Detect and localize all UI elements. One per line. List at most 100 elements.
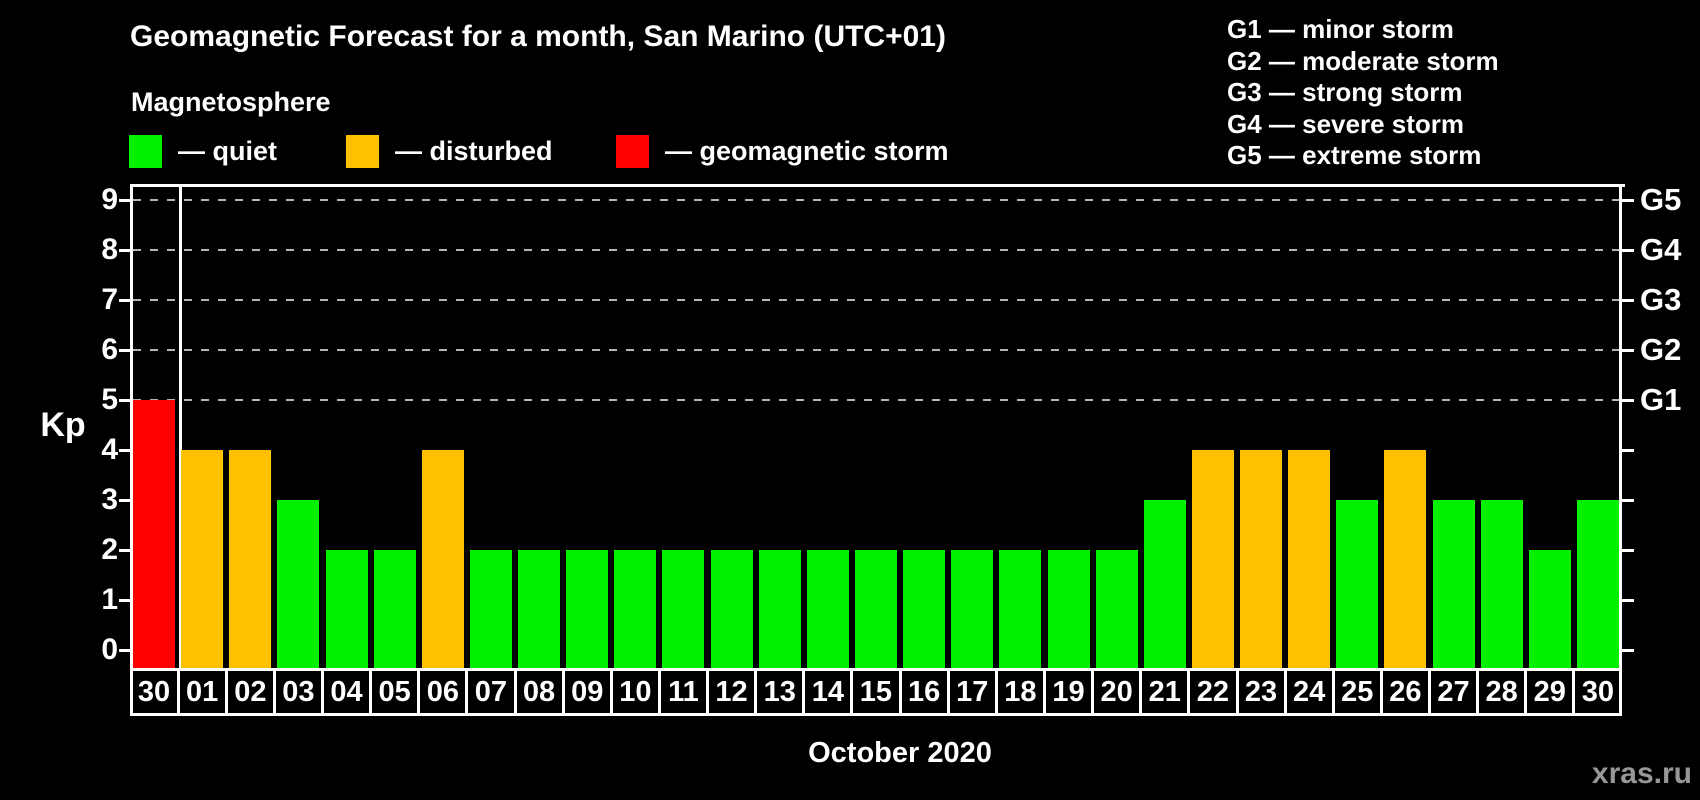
day-label-23: 23 [1244,676,1278,708]
day-label-18: 18 [1004,676,1037,708]
day-cell-divider [1476,668,1480,716]
y-axis-left [130,184,133,668]
quiet-swatch-icon [129,135,162,168]
y-tick-left-5 [119,399,131,402]
y-tick-right-2 [1622,549,1634,552]
day-cell-divider [1091,668,1095,716]
day-label-2: 02 [234,676,267,708]
y-tick-label-4: 4 [101,433,118,466]
g-legend-line: G3 — strong storm [1227,77,1463,108]
g-level-label-g1: G1 [1640,382,1682,417]
day-label-21: 21 [1148,676,1181,708]
day-cell-divider [465,668,469,716]
y-axis-right [1619,184,1622,668]
day-label-19: 19 [1052,676,1085,708]
bar-day-14 [806,550,849,668]
day-cell-divider [321,668,324,716]
day-label-7: 07 [474,676,508,708]
day-cell-divider [417,668,421,716]
day-cell-divider [802,668,806,716]
y-tick-left-9 [119,199,131,202]
watermark: xras.ru [1591,757,1692,790]
bar-day-23 [1240,450,1283,668]
bar-day-03 [277,500,320,668]
y-tick-left-3 [119,499,131,502]
day-label-15: 15 [859,676,893,708]
day-cell-divider [1187,668,1191,716]
y-tick-right-9 [1622,199,1634,202]
day-label-13: 13 [763,676,796,708]
day-label-9: 09 [571,676,604,708]
g-level-label-g5: G5 [1640,182,1682,217]
y-tick-label-8: 8 [101,233,118,266]
y-tick-label-0: 0 [101,633,118,666]
bar-day-22 [1191,450,1234,668]
bar-day-17 [951,550,994,668]
g-level-label-g4: G4 [1640,232,1682,267]
day-cell-divider [1524,668,1528,716]
day-cell-divider [994,668,998,716]
legend-item-storm: — geomagnetic storm [616,135,949,168]
y-tick-right-0 [1622,649,1634,652]
day-label-22: 22 [1196,676,1229,708]
gridline-kp9 [133,199,1619,201]
y-tick-left-1 [119,599,131,602]
day-label-26: 26 [1389,676,1422,708]
bar-day-21 [1143,500,1186,668]
bar-day-12 [710,550,753,668]
chart-title: Geomagnetic Forecast for a month, San Ma… [130,20,946,53]
bar-day-24 [1288,450,1331,668]
y-tick-right-4 [1622,449,1634,452]
gridline-kp6 [133,349,1619,351]
bar-day-30 [1576,500,1619,668]
bar-day-15 [854,550,897,668]
bar-day-19 [1047,550,1090,668]
bar-day-05 [373,550,416,668]
y-tick-left-0 [119,649,131,652]
y-tick-right-8 [1622,249,1634,252]
day-cell-divider [1428,668,1431,716]
g-legend-line: G5 — extreme storm [1227,140,1482,171]
day-label-11: 11 [668,676,699,708]
day-cell-divider [706,668,709,716]
bar-day-29 [1528,550,1571,668]
day-label-4: 04 [330,676,363,708]
plot-top-border [130,184,1625,187]
day-cell-divider [1235,668,1239,716]
day-label-8: 08 [522,676,556,708]
day-cell-divider [1283,668,1287,716]
y-tick-left-6 [119,349,131,352]
y-tick-left-4 [119,449,131,452]
day-cell-divider [898,668,902,716]
day-cell-divider [369,668,373,716]
day-cell-divider [850,668,854,716]
day-cell-divider [1572,668,1576,716]
day-label-24: 24 [1293,676,1326,708]
day-label-29: 29 [1533,676,1566,708]
bar-day-28 [1480,500,1523,668]
bar-day-07 [469,550,512,668]
gridline-kp8 [133,249,1619,251]
day-cell-divider [561,668,565,716]
day-label-27: 27 [1437,676,1470,708]
legend-label-disturbed: — disturbed [395,136,553,166]
disturbed-swatch-icon [346,135,379,168]
x-axis-title: October 2020 [808,737,992,769]
day-label-20: 20 [1100,676,1133,708]
day-label-28: 28 [1485,676,1518,708]
bar-day-08 [518,550,561,668]
day-label-6: 06 [426,676,459,708]
g-legend-line: G1 — minor storm [1227,14,1454,44]
day-label-frame [130,668,1622,716]
y-tick-left-7 [119,299,131,302]
bar-day-16 [903,550,946,668]
day-cell-divider [609,668,613,716]
g-legend-line: G4 — severe storm [1227,108,1465,139]
legend-label-quiet: — quiet [178,136,277,166]
day-cell-divider [272,668,276,716]
bar-day-10 [614,550,657,668]
g-level-label-g3: G3 [1640,282,1682,317]
day-label-30: 30 [1581,676,1615,708]
g-legend-line: G2 — moderate storm [1227,45,1499,76]
y-tick-right-5 [1622,399,1634,402]
